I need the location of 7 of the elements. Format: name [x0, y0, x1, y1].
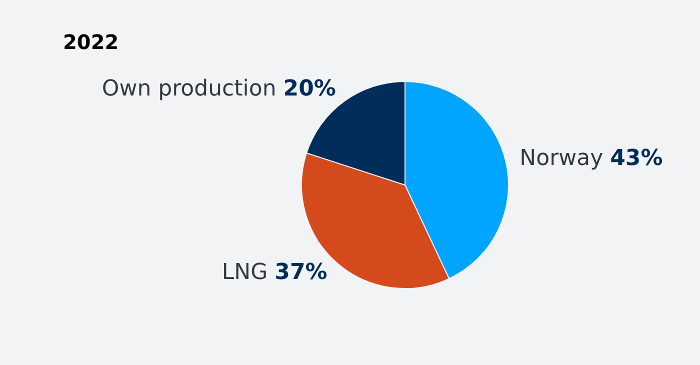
slice-label: Own production [102, 76, 284, 102]
data-label: 43% [610, 146, 663, 172]
slice-label: Norway [520, 146, 610, 172]
data-label: 37% [274, 260, 328, 285]
data-label: 20% [283, 76, 336, 102]
slice-label: LNG [222, 260, 275, 285]
chart-title: 2022 [63, 30, 119, 54]
